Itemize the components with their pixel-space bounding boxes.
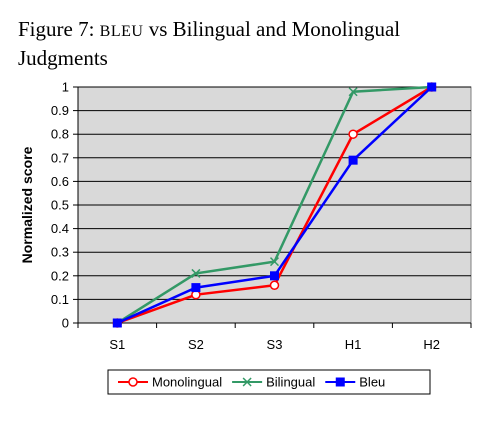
data-point-bleu (270, 271, 279, 281)
marker-stroke (348, 87, 358, 97)
caption-rest: vs Bilingual and Monolingual Judgments (18, 17, 401, 70)
x-tick-label: H1 (345, 337, 362, 352)
data-point-bleu (112, 318, 122, 328)
legend-item-monolingual: Monolingual (118, 375, 222, 390)
y-axis-label: Normalized score (19, 146, 35, 263)
series-bleu (112, 82, 437, 328)
caption-prefix: Figure 7: (18, 17, 100, 41)
legend-item-bilingual: Bilingual (232, 375, 315, 390)
series-group (112, 82, 437, 328)
legend-box (107, 369, 431, 395)
y-tick-label: 0.5 (51, 198, 69, 213)
y-tick-label: 0.2 (51, 268, 69, 283)
x-tick-labels: S1 S2 S3 H1 H2 (109, 337, 440, 352)
data-point-bleu (191, 283, 201, 293)
y-tick-label: 0.9 (51, 103, 69, 118)
figure-caption: Figure 7: BLEU vs Bilingual and Monoling… (18, 16, 480, 72)
legend-marker-monolingual (128, 377, 138, 387)
legend-marker-bleu (335, 377, 345, 387)
data-point-bilingual (191, 268, 201, 278)
x-tick-label: S1 (109, 337, 125, 352)
axes (73, 86, 472, 328)
legend-label-bilingual: Bilingual (266, 375, 315, 390)
y-tick-labels: 0 0.1 0.2 0.3 0.4 0.5 0.6 0.7 0.8 0.9 1 (51, 80, 69, 331)
y-tick-label: 0.1 (51, 292, 69, 307)
y-tick-label: 0.6 (51, 174, 69, 189)
legend-item-bleu: Bleu (325, 375, 385, 390)
x-tick-label: H2 (423, 337, 440, 352)
y-tick-label: 0.7 (51, 150, 69, 165)
y-tick-label: 1 (62, 80, 69, 95)
data-point-monolingual (269, 280, 280, 290)
data-point-bilingual (348, 87, 358, 97)
legend-label-bleu: Bleu (359, 375, 385, 390)
y-tick-label: 0.8 (51, 127, 69, 142)
x-tick-label: S3 (267, 337, 283, 352)
legend-marker-bilingual (242, 377, 252, 387)
legend: Monolingual Bilingual Bleu (118, 375, 385, 390)
marker-stroke (242, 377, 252, 387)
data-point-monolingual (348, 129, 358, 139)
legend-label-monolingual: Monolingual (152, 375, 222, 390)
data-point-bleu (348, 155, 358, 165)
data-point-bilingual (269, 257, 280, 267)
marker-stroke (269, 257, 280, 267)
caption-smallcaps: BLEU (99, 23, 144, 40)
data-point-bleu (427, 82, 437, 92)
marker-stroke (191, 268, 201, 278)
x-tick-label: S2 (188, 337, 204, 352)
y-tick-label: 0 (62, 316, 69, 331)
y-tick-label: 0.4 (51, 221, 69, 236)
y-tick-label: 0.3 (51, 245, 69, 260)
